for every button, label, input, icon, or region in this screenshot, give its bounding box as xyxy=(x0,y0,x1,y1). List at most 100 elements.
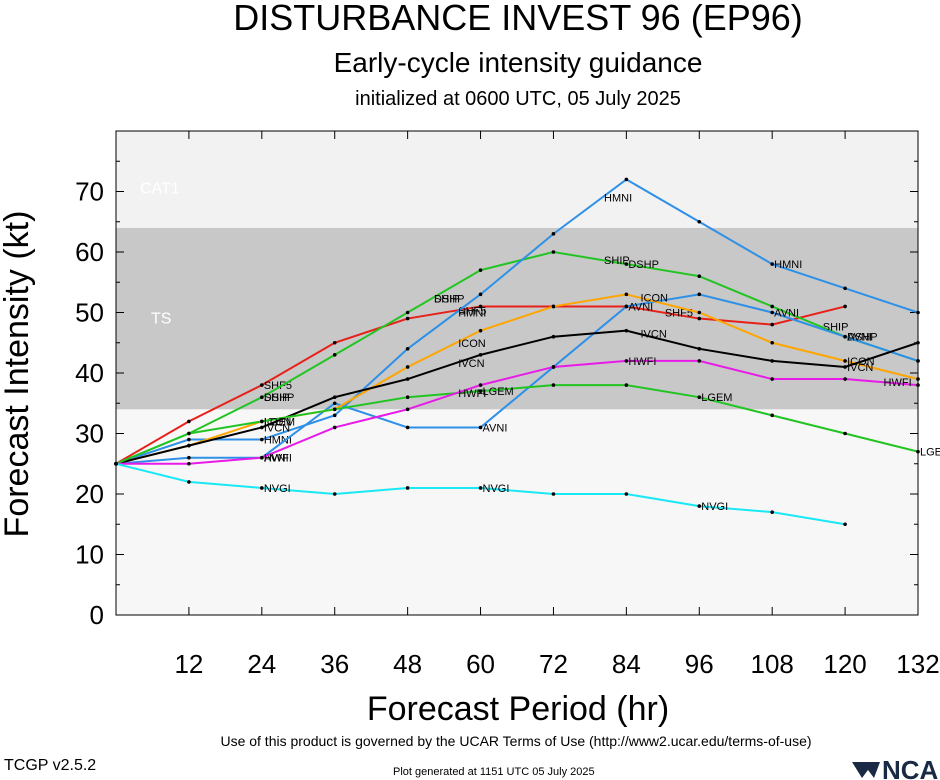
chart-title: DISTURBANCE INVEST 96 (EP96) xyxy=(233,0,803,38)
series-line-hwfi xyxy=(116,359,919,465)
series-point-lgem xyxy=(187,431,191,436)
series-point-lgem xyxy=(697,395,702,400)
series-point-ivcn xyxy=(697,347,702,351)
series-label-avni: AVNI xyxy=(774,308,799,320)
series-point-nvgi xyxy=(187,480,191,484)
x-tick-label: 96 xyxy=(685,649,714,679)
series-label-hmni: HMNI xyxy=(458,308,486,320)
series-point-avni xyxy=(916,359,920,363)
series-point-ivcn xyxy=(405,377,410,381)
series-point-avni xyxy=(405,425,410,430)
series-point-hwfi xyxy=(332,425,337,430)
series-label-ivcn: IVCN xyxy=(847,362,873,374)
series-line-hmni xyxy=(115,178,919,465)
series-point-nvgi xyxy=(260,486,264,490)
x-tick-label: 72 xyxy=(539,649,568,679)
series-point-avni xyxy=(478,425,483,430)
ncar-logo-text: NCAR xyxy=(882,755,940,780)
series-point-hmni xyxy=(697,219,702,224)
series-label-icon: ICON xyxy=(641,292,669,304)
band-label-ts: TS xyxy=(151,311,171,328)
series-label-dshp: DSHP xyxy=(628,259,659,271)
series-label-icon: ICON xyxy=(458,338,486,350)
series-point-icon xyxy=(843,359,847,363)
series-point-hwfi xyxy=(260,455,264,460)
series-point-ivcn xyxy=(187,443,191,448)
series-label-avni: AVNI xyxy=(483,422,508,434)
series-point-dshp xyxy=(478,268,483,272)
y-tick-label: 50 xyxy=(75,298,104,328)
series-lgem: LGEM LGEM LGEM LGEM xyxy=(115,383,940,465)
series-label-ship: SHIP xyxy=(823,322,849,334)
series-ship: SHIP SHIP SHIP SHIP xyxy=(264,255,849,404)
series-point-lgem xyxy=(843,431,847,436)
series-label-hwfi: HWFI xyxy=(628,356,656,368)
series-point-nvgi xyxy=(478,486,483,490)
series-point-lgem xyxy=(916,449,920,454)
series-label-hwfi: HWFI xyxy=(884,377,912,389)
series-point-shf5 xyxy=(697,316,702,321)
series-point-nvgi xyxy=(551,492,556,496)
series-point-hmni xyxy=(332,413,337,418)
series-point-lgem xyxy=(770,413,774,418)
series-label-ship: SHIP xyxy=(264,392,290,404)
series-label-avni: AVNI xyxy=(264,453,289,465)
x-tick-label: 36 xyxy=(320,649,349,679)
series-point-hmni xyxy=(551,232,556,236)
series-point-shf5 xyxy=(332,340,337,345)
series-point-ivcn xyxy=(916,340,920,345)
series-point-avni xyxy=(624,304,629,309)
series-hmni: HMNI HMNI HMNI HMNI xyxy=(115,177,920,465)
series-point-dshp xyxy=(260,395,264,400)
series-point-ivcn xyxy=(770,359,774,363)
series-label-lgem: LGEM xyxy=(920,447,940,459)
series-point-lgem xyxy=(260,419,264,424)
series-point-icon xyxy=(478,328,483,333)
series-label-ivcn: IVCN xyxy=(264,422,290,434)
series-point-hmni xyxy=(187,437,191,442)
series-point-icon xyxy=(697,310,702,315)
series-point-lgem xyxy=(551,383,556,387)
series-point-dshp xyxy=(551,250,556,254)
band-label-cat1: CAT1 xyxy=(140,181,180,198)
chart-subtitle: Early-cycle intensity guidance xyxy=(334,47,703,78)
series-point-ivcn xyxy=(843,365,847,369)
series-label-ship: SHIP xyxy=(434,293,460,305)
series-point-hwfi xyxy=(916,383,920,387)
x-tick-label: 60 xyxy=(466,649,495,679)
series-point-hwfi xyxy=(624,359,629,363)
series-point-hwfi xyxy=(770,377,774,381)
series-point-hmni xyxy=(770,262,774,266)
series-point-nvgi xyxy=(405,486,410,490)
series-point-avni xyxy=(697,292,702,297)
series-hwfi: HWFI HWFI HWFI HWFI xyxy=(116,356,920,466)
series-label-ship: SHIP xyxy=(604,255,630,267)
series-point-shf5 xyxy=(770,322,774,327)
series-label-lgem: LGEM xyxy=(483,386,514,398)
series-point-lgem xyxy=(624,383,629,387)
series-point-hwfi xyxy=(551,365,556,369)
series-point-shf5 xyxy=(187,419,191,424)
series-point-hwfi xyxy=(697,359,702,363)
series-label-avni: AVNI xyxy=(847,332,872,344)
ncar-logo: NCAR xyxy=(852,755,940,780)
series-label-dshp: DSHP xyxy=(264,392,295,404)
series-label-lgem: LGEM xyxy=(264,416,295,428)
x-axis-title: Forecast Period (hr) xyxy=(367,690,669,728)
series-label-avni: AVNI xyxy=(628,301,653,313)
y-tick-label: 0 xyxy=(90,600,104,630)
series-line-lgem xyxy=(115,384,919,465)
series-point-shf5 xyxy=(405,316,410,321)
series-line-ivcn xyxy=(115,329,919,465)
series-point-ivcn xyxy=(551,334,556,339)
series-point-hwfi xyxy=(405,407,410,412)
series-point-avni xyxy=(843,334,847,339)
band-cat1 xyxy=(116,131,918,228)
series-point-dshp xyxy=(332,353,337,357)
series-point-dshp xyxy=(624,262,629,266)
y-tick-label: 40 xyxy=(75,358,104,388)
origin-point xyxy=(114,461,118,466)
series-point-avni xyxy=(187,455,191,460)
